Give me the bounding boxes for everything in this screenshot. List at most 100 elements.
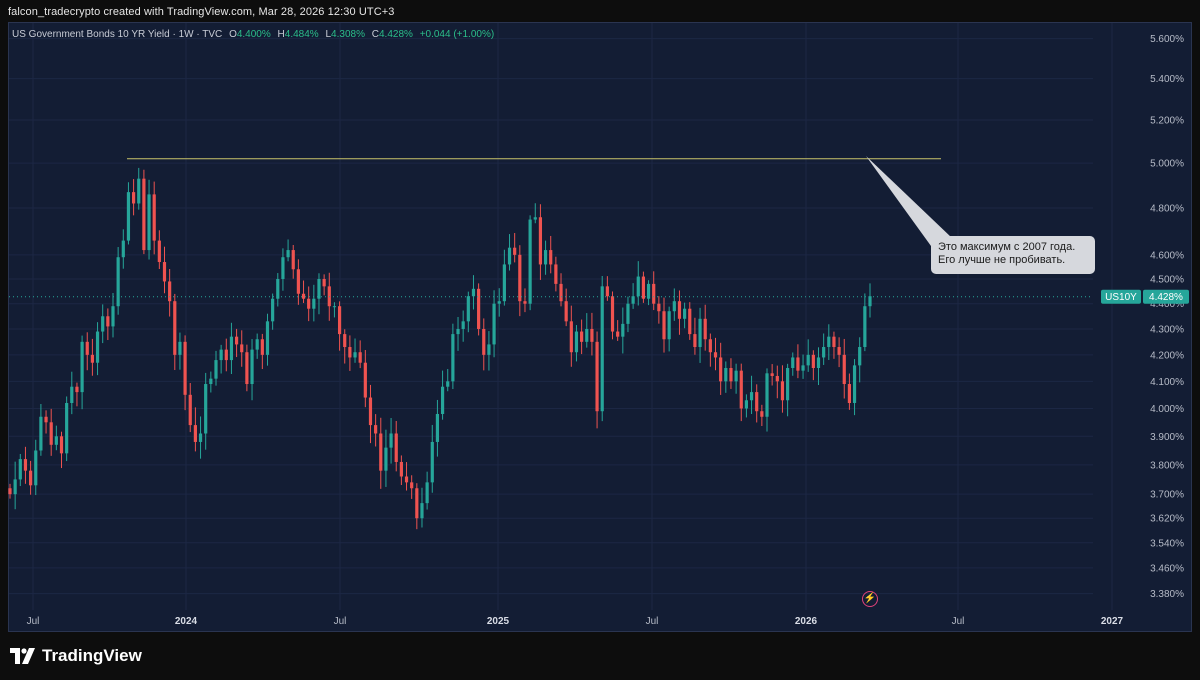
candle[interactable]: [121, 229, 125, 269]
candle[interactable]: [307, 286, 311, 322]
candle[interactable]: [219, 344, 223, 374]
candle-body[interactable]: [70, 386, 74, 403]
candle-body[interactable]: [749, 392, 754, 401]
candle-body[interactable]: [580, 331, 584, 342]
candle-body[interactable]: [502, 264, 506, 302]
candle-body[interactable]: [538, 217, 543, 265]
candle-body[interactable]: [600, 286, 604, 412]
candle[interactable]: [65, 396, 69, 462]
candle[interactable]: [162, 246, 167, 294]
candle-body[interactable]: [533, 217, 537, 220]
candle-body[interactable]: [126, 192, 131, 241]
candle[interactable]: [744, 394, 749, 418]
candle[interactable]: [353, 338, 357, 363]
candle[interactable]: [49, 408, 53, 456]
candle[interactable]: [157, 230, 161, 270]
candle[interactable]: [440, 370, 445, 420]
candle[interactable]: [569, 305, 573, 367]
candle[interactable]: [847, 373, 851, 410]
candle[interactable]: [18, 453, 22, 487]
candle-body[interactable]: [65, 402, 69, 454]
candle-body[interactable]: [832, 336, 836, 348]
candle[interactable]: [543, 240, 548, 275]
candle-body[interactable]: [307, 298, 311, 309]
candle-body[interactable]: [276, 278, 280, 299]
candle[interactable]: [250, 339, 254, 401]
candle-body[interactable]: [255, 339, 259, 350]
candle-body[interactable]: [44, 416, 48, 423]
candle-body[interactable]: [13, 479, 17, 495]
candle-body[interactable]: [677, 301, 682, 319]
candle-body[interactable]: [95, 331, 100, 363]
candle-body[interactable]: [796, 357, 800, 371]
candle[interactable]: [85, 332, 89, 371]
candle-body[interactable]: [770, 373, 774, 376]
candle[interactable]: [147, 179, 151, 260]
candle-body[interactable]: [18, 459, 22, 480]
candle-body[interactable]: [363, 362, 367, 398]
candle[interactable]: [760, 404, 764, 427]
candle[interactable]: [786, 363, 790, 417]
candle[interactable]: [574, 325, 579, 362]
candle-body[interactable]: [482, 328, 486, 355]
candle-body[interactable]: [574, 331, 579, 353]
candle-body[interactable]: [430, 441, 434, 483]
candle[interactable]: [178, 332, 182, 370]
candle-body[interactable]: [389, 433, 393, 448]
candle-body[interactable]: [559, 283, 563, 302]
candle-body[interactable]: [404, 476, 409, 483]
candle[interactable]: [646, 280, 651, 306]
candle[interactable]: [708, 333, 712, 367]
candle[interactable]: [281, 248, 285, 291]
candle-body[interactable]: [337, 306, 342, 335]
candle-body[interactable]: [765, 373, 769, 417]
candle-body[interactable]: [49, 422, 53, 445]
candle[interactable]: [234, 328, 239, 358]
candle-body[interactable]: [734, 370, 738, 382]
candle-body[interactable]: [317, 278, 321, 299]
candle[interactable]: [528, 215, 532, 311]
candle-body[interactable]: [80, 341, 84, 393]
candle[interactable]: [626, 296, 630, 333]
candle-body[interactable]: [461, 321, 465, 329]
candle[interactable]: [204, 372, 208, 450]
candle-body[interactable]: [827, 336, 831, 348]
candle-body[interactable]: [358, 352, 362, 363]
candle[interactable]: [641, 271, 646, 303]
candle-body[interactable]: [543, 250, 548, 265]
candle[interactable]: [667, 306, 671, 352]
candle[interactable]: [801, 354, 805, 379]
candle[interactable]: [739, 363, 743, 422]
candle[interactable]: [806, 339, 810, 372]
candle-body[interactable]: [791, 357, 795, 369]
candle[interactable]: [54, 425, 58, 451]
candle[interactable]: [322, 274, 326, 296]
candle[interactable]: [389, 418, 393, 464]
candle[interactable]: [559, 273, 563, 307]
candle-body[interactable]: [152, 194, 156, 241]
candle-body[interactable]: [842, 354, 846, 385]
candle[interactable]: [713, 337, 718, 371]
candle[interactable]: [497, 288, 501, 317]
candle[interactable]: [348, 335, 352, 371]
candle[interactable]: [198, 416, 203, 459]
candle-body[interactable]: [729, 368, 733, 382]
candle-body[interactable]: [719, 357, 723, 382]
candle-body[interactable]: [780, 381, 785, 401]
candle-body[interactable]: [8, 488, 12, 495]
candle[interactable]: [564, 288, 568, 327]
candle-body[interactable]: [693, 334, 697, 348]
candle-body[interactable]: [497, 301, 501, 304]
candle[interactable]: [729, 358, 733, 389]
candle[interactable]: [755, 384, 759, 423]
candle-body[interactable]: [265, 321, 270, 355]
candle[interactable]: [518, 245, 522, 317]
candle[interactable]: [688, 302, 692, 340]
candle[interactable]: [513, 233, 517, 263]
candle[interactable]: [461, 310, 465, 342]
candle-body[interactable]: [471, 288, 476, 297]
candle-body[interactable]: [554, 264, 558, 284]
candle[interactable]: [75, 382, 79, 407]
candle[interactable]: [796, 344, 800, 379]
candle-body[interactable]: [507, 247, 512, 265]
